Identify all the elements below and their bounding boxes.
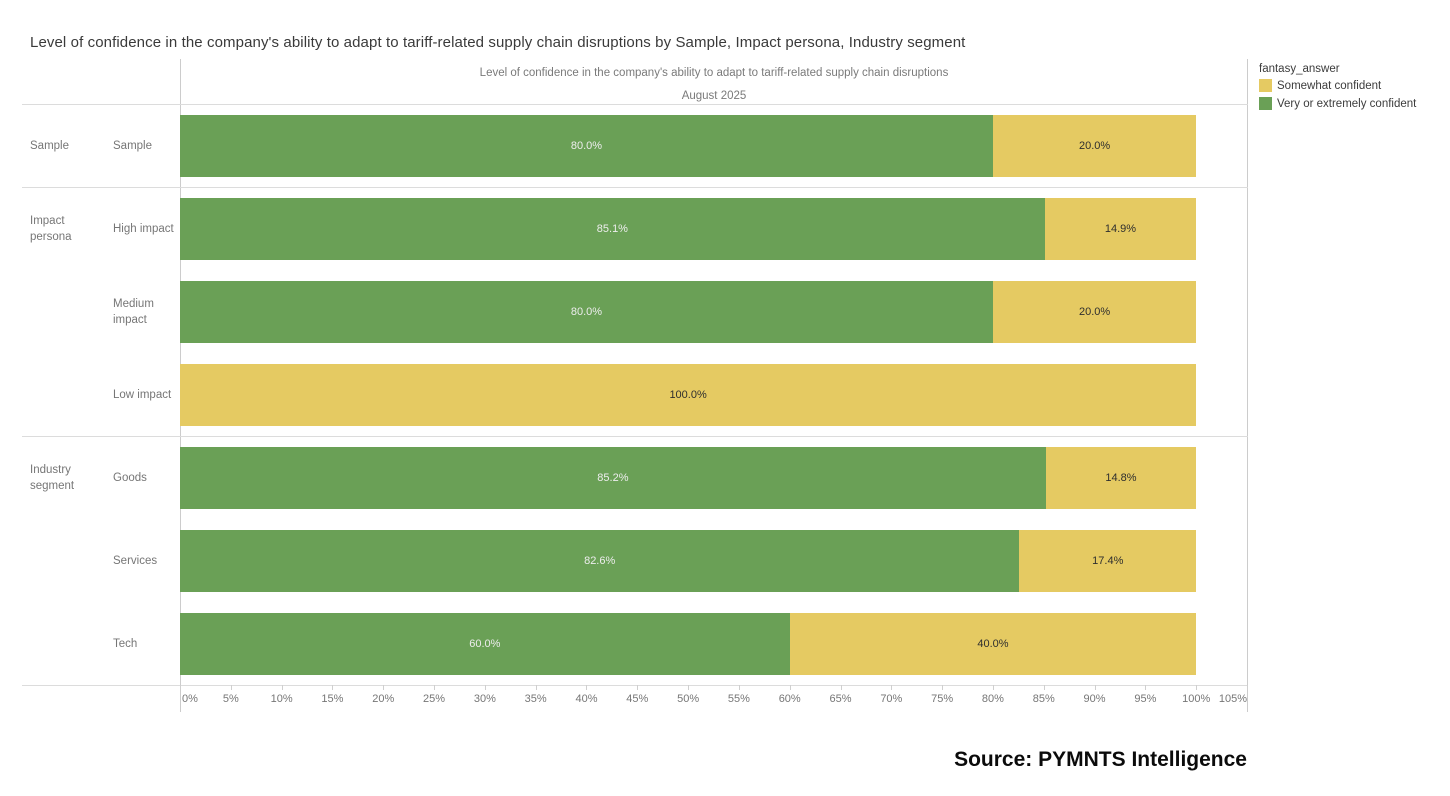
x-axis-tick-label: 100% xyxy=(1182,693,1211,705)
x-axis-tick xyxy=(942,685,944,690)
group-label-industry-segment: Industry segment xyxy=(30,464,75,492)
x-axis-tick xyxy=(1145,685,1147,690)
bar-segment-high-impact xyxy=(180,198,1045,260)
x-axis-tick-label: 20% xyxy=(372,693,395,705)
source-attribution: Source: PYMNTS Intelligence xyxy=(954,748,1247,771)
group-divider xyxy=(22,187,1248,188)
row-label-low-impact: Low impact xyxy=(113,389,172,401)
x-axis-tick-label: 65% xyxy=(829,693,852,705)
bar-value-label: 20.0% xyxy=(1078,140,1111,152)
x-axis-tick-label: 10% xyxy=(270,693,293,705)
x-axis-tick xyxy=(738,685,740,690)
x-axis-tick-label: 25% xyxy=(423,693,446,705)
row-label-services: Services xyxy=(113,555,158,567)
x-axis-tick-label: 95% xyxy=(1134,693,1157,705)
x-axis-tick-label: 55% xyxy=(727,693,750,705)
x-axis-tick xyxy=(434,685,436,690)
bar-value-label: 80.0% xyxy=(570,140,603,152)
x-axis-tick xyxy=(637,685,639,690)
bar-value-label: 85.2% xyxy=(597,472,629,484)
x-axis-tick xyxy=(891,685,893,690)
x-axis-tick-label: 105% xyxy=(1218,693,1247,705)
x-axis-tick-label: 15% xyxy=(321,693,344,705)
x-axis-tick xyxy=(586,685,588,690)
x-axis-tick xyxy=(281,685,283,690)
row-label-high-impact: High impact xyxy=(113,223,174,235)
bar-segment-high-impact xyxy=(1044,198,1197,260)
bar-value-label: 40.0% xyxy=(977,638,1009,650)
legend-item-somewhat-confident: Somewhat confident xyxy=(1259,79,1416,92)
legend-title: fantasy_answer xyxy=(1259,63,1340,75)
bar-segment-goods xyxy=(1045,447,1197,509)
bar-segment-services xyxy=(180,530,1020,592)
bar-value-label: 14.8% xyxy=(1105,472,1137,484)
header-divider xyxy=(22,104,1248,105)
x-axis-tick-label: 80% xyxy=(981,693,1004,705)
group-divider xyxy=(22,436,1248,437)
x-axis-tick-label: 90% xyxy=(1083,693,1106,705)
x-axis-tick xyxy=(484,685,486,690)
group-label-impact-persona: Impact persona xyxy=(30,215,72,243)
bar-value-label: 14.9% xyxy=(1104,223,1137,235)
bar-segment-tech xyxy=(180,613,790,675)
bar-segment-services xyxy=(1019,530,1197,592)
x-axis-tick xyxy=(230,685,232,690)
legend-swatch-green xyxy=(1259,97,1272,110)
x-axis-tick xyxy=(688,685,690,690)
chart-subtitle: August 2025 xyxy=(681,90,747,102)
chart-title: Level of confidence in the company's abi… xyxy=(479,67,949,79)
x-axis-tick-label: 30% xyxy=(473,693,496,705)
x-axis-tick xyxy=(1094,685,1096,690)
x-axis-tick-label: 5% xyxy=(222,693,239,705)
bar-segment-sample xyxy=(180,115,993,177)
legend: fantasy_answer Somewhat confident Very o… xyxy=(1259,63,1416,115)
x-axis-tick-label: 40% xyxy=(575,693,598,705)
x-axis-tick-label: 0% xyxy=(182,693,198,705)
bar-segment-medium-impact xyxy=(180,281,993,343)
x-axis-tick xyxy=(180,685,181,690)
x-axis-tick xyxy=(992,685,994,690)
row-label-goods: Goods xyxy=(113,472,147,484)
x-axis-tick-label: 60% xyxy=(778,693,801,705)
bar-segment-low-impact xyxy=(180,364,1197,426)
x-axis-tick xyxy=(789,685,791,690)
x-axis-tick xyxy=(383,685,385,690)
bar-value-label: 100.0% xyxy=(669,389,707,401)
bar-value-label: 82.6% xyxy=(584,555,616,567)
bar-segment-sample xyxy=(992,115,1197,177)
bar-value-label: 85.1% xyxy=(596,223,628,235)
row-label-sample: Sample xyxy=(113,140,152,152)
legend-item-label: Somewhat confident xyxy=(1277,79,1382,92)
row-label-tech: Tech xyxy=(113,638,138,650)
legend-item-label: Very or extremely confident xyxy=(1277,97,1417,110)
group-label-sample: Sample xyxy=(30,140,69,152)
x-axis-line xyxy=(22,685,1248,686)
page-title: Level of confidence in the company's abi… xyxy=(30,34,966,51)
bar-value-label: 80.0% xyxy=(570,306,603,318)
x-axis-tick-label: 35% xyxy=(524,693,547,705)
row-label-medium-impact: Medium impact xyxy=(113,298,154,326)
legend-item-very-confident: Very or extremely confident xyxy=(1259,97,1416,110)
bar-segment-tech xyxy=(789,613,1197,675)
bar-value-label: 60.0% xyxy=(469,638,501,650)
x-axis-tick xyxy=(1043,685,1045,690)
x-axis-tick-label: 70% xyxy=(880,693,903,705)
x-axis-tick xyxy=(332,685,334,690)
x-axis-tick xyxy=(1196,685,1198,690)
bar-value-label: 20.0% xyxy=(1078,306,1111,318)
bar-segment-medium-impact xyxy=(992,281,1197,343)
bar-value-label: 17.4% xyxy=(1092,555,1124,567)
x-axis-tick-label: 75% xyxy=(931,693,954,705)
x-axis-tick xyxy=(1247,685,1248,690)
plot-right-border xyxy=(1247,59,1248,712)
legend-swatch-yellow xyxy=(1259,79,1272,92)
x-axis-tick-label: 50% xyxy=(677,693,700,705)
x-axis-tick xyxy=(840,685,842,690)
x-axis-tick-label: 85% xyxy=(1032,693,1055,705)
x-axis-tick-label: 45% xyxy=(626,693,649,705)
x-axis-tick xyxy=(535,685,537,690)
bar-segment-goods xyxy=(180,447,1046,509)
